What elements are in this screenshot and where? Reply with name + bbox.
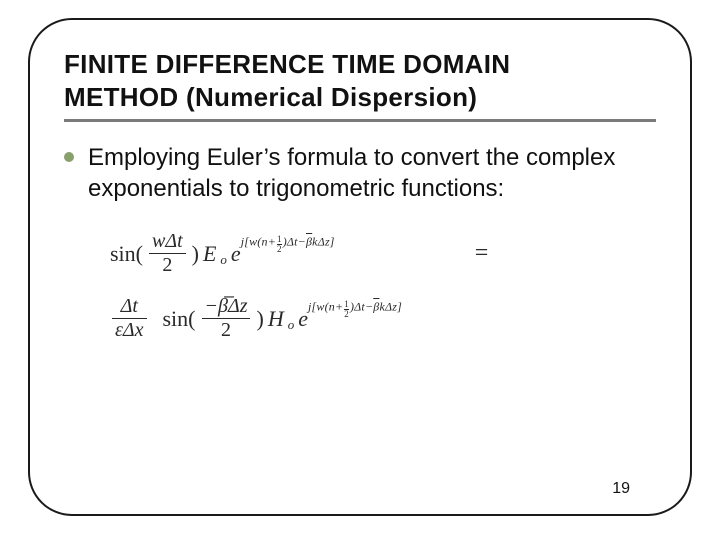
e-symbol: e <box>231 241 241 266</box>
e-symbol-2: e <box>298 306 308 331</box>
e-exp-1: e j[w(n+12)Δt−βkΔz] <box>231 241 241 267</box>
sin-label: sin( <box>110 241 143 267</box>
exp1-suffix: )Δt− <box>283 234 306 248</box>
exp1-half: 12 <box>277 235 282 254</box>
frac2-den: εΔx <box>112 319 147 342</box>
exp2-half-den: 2 <box>344 310 349 319</box>
equation-block: sin( wΔt 2 ) Eo e j[w(n+12)Δt−βkΔz] = <box>110 230 656 342</box>
frac-dt-over-edx: Δt εΔx <box>112 295 147 342</box>
equals-sign: = <box>475 240 489 267</box>
page-number: 19 <box>612 480 630 498</box>
sin-label-2: sin( <box>163 306 196 332</box>
exp2-half: 12 <box>344 300 349 319</box>
equation-line-2: Δt εΔx sin( −β̅Δz 2 ) Ho e j[w(n+12)Δt−β… <box>110 295 656 342</box>
close-paren-2: ) <box>256 306 263 332</box>
slide: FINITE DIFFERENCE TIME DOMAIN METHOD (Nu… <box>0 0 720 540</box>
exp2-suffix: )Δt− <box>350 299 373 313</box>
slide-frame: FINITE DIFFERENCE TIME DOMAIN METHOD (Nu… <box>28 18 692 516</box>
slide-title: FINITE DIFFERENCE TIME DOMAIN METHOD (Nu… <box>64 48 656 113</box>
exp2-half-num: 1 <box>344 300 349 309</box>
title-underline <box>64 119 656 122</box>
exp1-half-num: 1 <box>277 235 282 244</box>
H-subscript: o <box>288 317 295 333</box>
frac3-den: 2 <box>218 319 234 342</box>
exponent-2: j[w(n+12)Δt−βkΔz] <box>308 298 402 317</box>
title-line-1: FINITE DIFFERENCE TIME DOMAIN <box>64 49 510 79</box>
bullet-row: Employing Euler’s formula to convert the… <box>64 142 656 204</box>
exp1-half-den: 2 <box>277 245 282 254</box>
title-line-2: METHOD (Numerical Dispersion) <box>64 82 477 112</box>
exponent-1: j[w(n+12)Δt−βkΔz] <box>241 233 335 252</box>
exp2-prefix: j[w(n+ <box>308 299 343 313</box>
e-exp-2: e j[w(n+12)Δt−βkΔz] <box>298 306 308 332</box>
frac2-num: Δt <box>118 295 141 318</box>
H-symbol: H <box>268 306 284 332</box>
exp1-prefix: j[w(n+ <box>241 234 276 248</box>
frac-num: wΔt <box>149 230 186 253</box>
bullet-icon <box>64 152 74 162</box>
body-text: Employing Euler’s formula to convert the… <box>88 142 656 204</box>
frac3-num: −β̅Δz <box>202 295 251 318</box>
close-paren: ) <box>192 241 199 267</box>
E-subscript: o <box>220 252 227 268</box>
frac-den: 2 <box>159 254 175 277</box>
equation-line-1: sin( wΔt 2 ) Eo e j[w(n+12)Δt−βkΔz] = <box>110 230 656 277</box>
frac-betadz-over-2: −β̅Δz 2 <box>202 295 251 342</box>
E-symbol: E <box>203 241 216 267</box>
frac-wdt-over-2: wΔt 2 <box>149 230 186 277</box>
exp1-tail: kΔz] <box>312 234 335 248</box>
exp2-tail: kΔz] <box>379 299 402 313</box>
